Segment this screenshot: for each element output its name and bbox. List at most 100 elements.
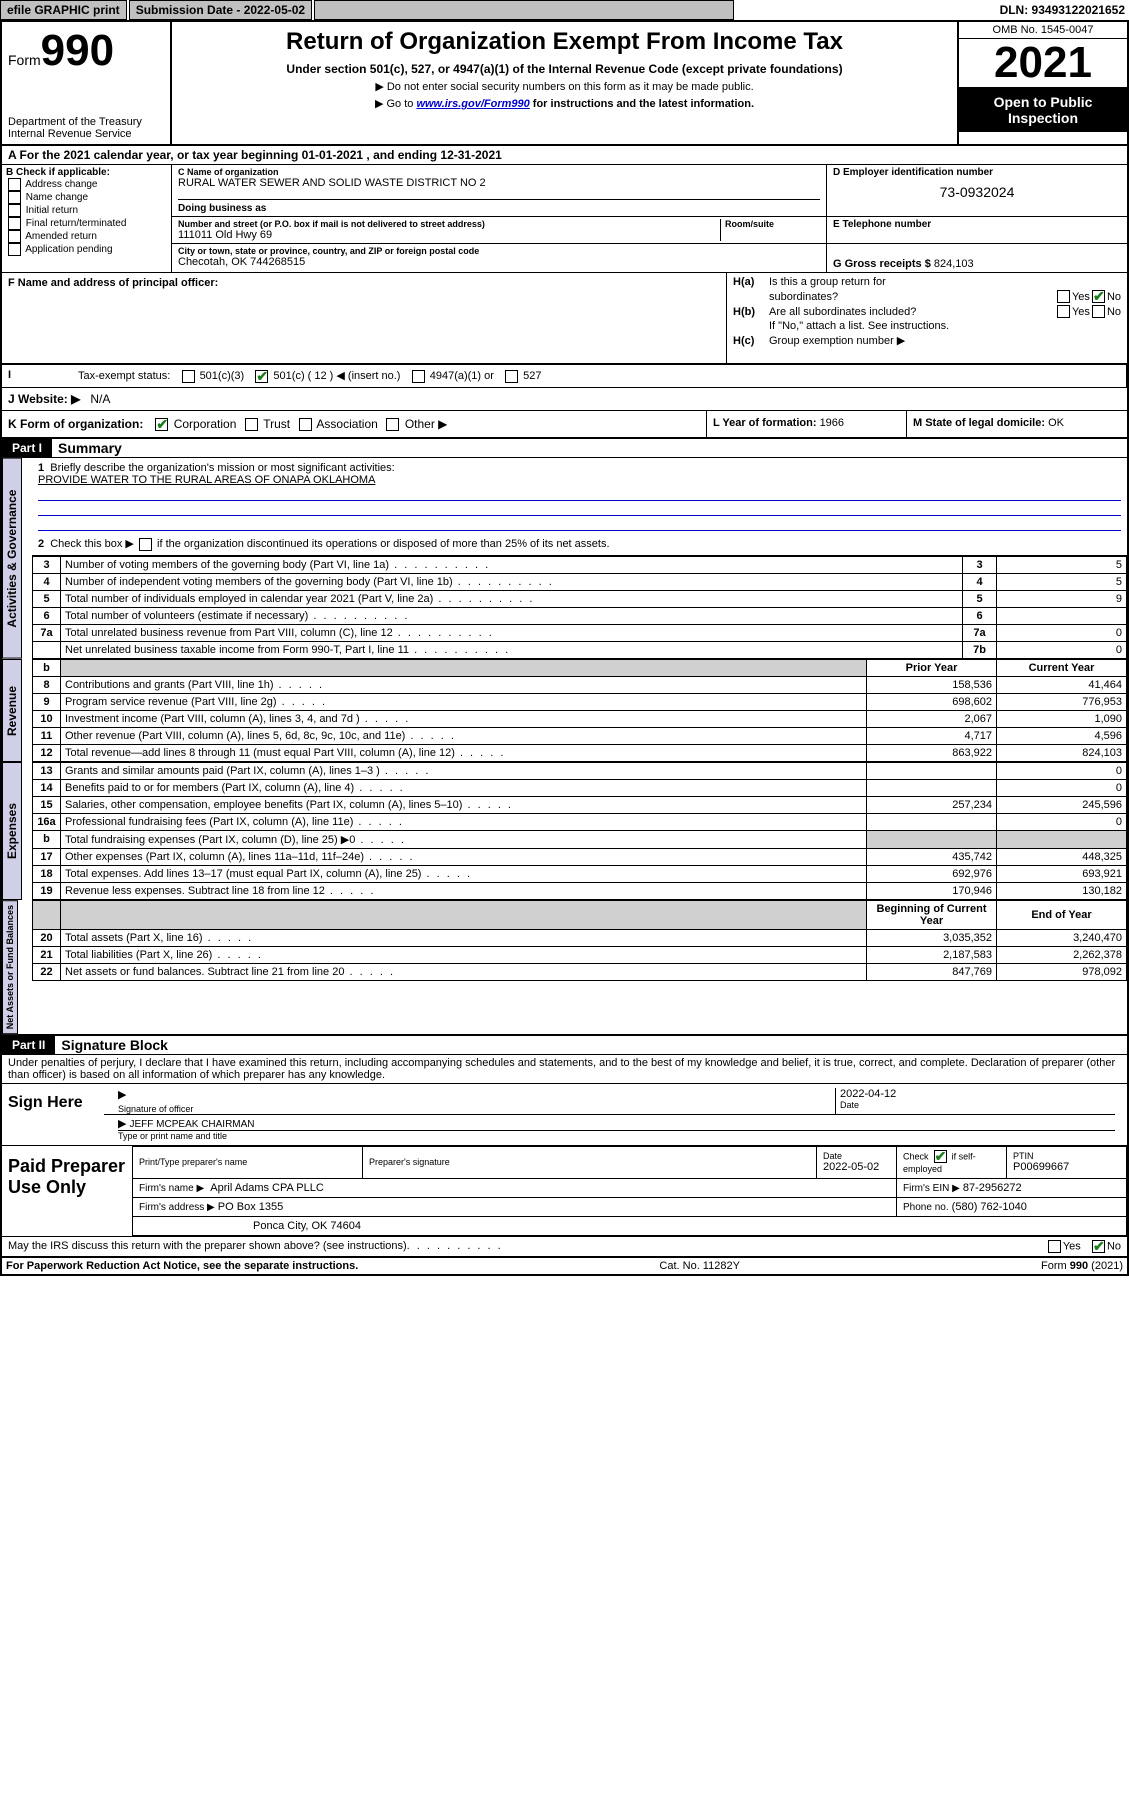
governance-table: 3Number of voting members of the governi… <box>32 556 1127 659</box>
cat-no: Cat. No. 11282Y <box>659 1260 740 1272</box>
firm-phone-lbl: Phone no. <box>903 1202 949 1213</box>
k-other-chk[interactable] <box>386 418 399 431</box>
part-ii-header: Part II Signature Block <box>2 1034 1127 1055</box>
table-row: 11Other revenue (Part VIII, column (A), … <box>33 727 1127 744</box>
irs-link[interactable]: www.irs.gov/Form990 <box>416 98 529 110</box>
vlabel-revenue: Revenue <box>2 659 22 762</box>
box-e: E Telephone number <box>827 217 1127 243</box>
i-501c-chk[interactable] <box>255 370 268 383</box>
efile-btn[interactable]: efile GRAPHIC print <box>0 0 127 20</box>
box-f: F Name and address of principal officer: <box>2 273 727 363</box>
ha-no: No <box>1107 291 1121 303</box>
tax-status-lbl: Tax-exempt status: <box>78 370 170 382</box>
c-name-lbl: C Name of organization <box>178 167 820 177</box>
sig-date: 2022-04-12 <box>840 1088 1115 1100</box>
gross-lbl: G Gross receipts $ <box>833 258 931 270</box>
i-4947-chk[interactable] <box>412 370 425 383</box>
form-num: 990 <box>41 26 114 75</box>
boxb-chk[interactable] <box>8 230 21 243</box>
table-row: 14Benefits paid to or for members (Part … <box>33 779 1127 796</box>
table-row: 20Total assets (Part X, line 16)3,035,35… <box>33 929 1127 946</box>
ptin-lbl: PTIN <box>1013 1151 1120 1161</box>
paid-table: Print/Type preparer's name Preparer's si… <box>132 1146 1127 1236</box>
submission-btn[interactable]: Submission Date - 2022-05-02 <box>129 0 312 20</box>
boxb-chk[interactable] <box>8 204 21 217</box>
q2-chk[interactable] <box>139 538 152 551</box>
ha-no-chk[interactable] <box>1092 290 1105 303</box>
hc-text: Group exemption number ▶ <box>769 334 905 347</box>
period-row: A For the 2021 calendar year, or tax yea… <box>2 146 1127 165</box>
city-value: Checotah, OK 744268515 <box>178 256 820 268</box>
paid-title: Paid Preparer Use Only <box>2 1146 132 1236</box>
mission-text: PROVIDE WATER TO THE RURAL AREAS OF ONAP… <box>38 474 1121 486</box>
table-row: 4Number of independent voting members of… <box>33 573 1127 590</box>
table-row: 13Grants and similar amounts paid (Part … <box>33 762 1127 779</box>
boxb-chk[interactable] <box>8 217 21 230</box>
k-lbl: K Form of organization: <box>8 417 143 431</box>
boxb-chk[interactable] <box>8 191 21 204</box>
i-501c3-chk[interactable] <box>182 370 195 383</box>
goto-pre: ▶ Go to <box>375 98 416 110</box>
self-emp-chk[interactable] <box>934 1150 947 1163</box>
block-fh: F Name and address of principal officer:… <box>2 273 1127 364</box>
k-trust-chk[interactable] <box>245 418 258 431</box>
firm-name: April Adams CPA PLLC <box>210 1182 324 1194</box>
box-h: H(a) Is this a group return for subordin… <box>727 273 1127 363</box>
boxb-chk[interactable] <box>8 178 21 191</box>
sign-here-row: Sign Here ▶ Signature of officer 2022-04… <box>2 1083 1127 1146</box>
form-subtitle: Under section 501(c), 527, or 4947(a)(1)… <box>178 62 951 76</box>
box-i: I Tax-exempt status: 501(c)(3) 501(c) ( … <box>2 365 1127 387</box>
sig-officer-lbl: Signature of officer <box>118 1104 835 1114</box>
ha-yes-chk[interactable] <box>1057 290 1070 303</box>
expenses-section: Expenses 13Grants and similar amounts pa… <box>2 762 1127 900</box>
discuss-no-chk[interactable] <box>1092 1240 1105 1253</box>
i-501c3: 501(c)(3) <box>200 370 245 382</box>
revenue-table: bPrior YearCurrent Year8Contributions an… <box>32 659 1127 762</box>
ein-lbl: D Employer identification number <box>833 167 1121 178</box>
boxb-item: Initial return <box>6 204 167 217</box>
prep-name-lbl: Print/Type preparer's name <box>139 1157 356 1167</box>
k-assoc: Association <box>316 417 377 431</box>
box-b-title: B Check if applicable: <box>6 167 110 178</box>
l-lbl: L Year of formation: <box>713 417 820 429</box>
box-d: D Employer identification number 73-0932… <box>827 165 1127 216</box>
q2-post: if the organization discontinued its ope… <box>157 538 610 550</box>
header-left: Form990 Department of the Treasury Inter… <box>2 22 172 144</box>
form-990-page: Form990 Department of the Treasury Inter… <box>0 20 1129 1276</box>
table-row: 9Program service revenue (Part VIII, lin… <box>33 693 1127 710</box>
boxb-chk[interactable] <box>8 243 21 256</box>
row-j: J Website: ▶ N/A <box>2 388 1127 411</box>
table-row: 6Total number of volunteers (estimate if… <box>33 607 1127 624</box>
table-row: 3Number of voting members of the governi… <box>33 556 1127 573</box>
table-row: 21Total liabilities (Part X, line 26)2,1… <box>33 946 1127 963</box>
sign-here-lbl: Sign Here <box>2 1084 92 1145</box>
boxb-item: Amended return <box>6 230 167 243</box>
discuss-yes-chk[interactable] <box>1048 1240 1061 1253</box>
table-row: 18Total expenses. Add lines 13–17 (must … <box>33 865 1127 882</box>
k-other: Other ▶ <box>405 417 448 431</box>
k-assoc-chk[interactable] <box>299 418 312 431</box>
form-header: Form990 Department of the Treasury Inter… <box>2 22 1127 146</box>
officer-name-lbl: Type or print name and title <box>118 1130 1115 1141</box>
mission-block: 1 Briefly describe the organization's mi… <box>32 458 1127 556</box>
box-g: G Gross receipts $ 824,103 <box>827 244 1127 272</box>
box-c-city: City or town, state or province, country… <box>172 244 827 272</box>
boxb-item: Name change <box>6 191 167 204</box>
q2-pre: Check this box ▶ <box>50 538 134 550</box>
prep-date: 2022-05-02 <box>823 1161 890 1173</box>
discuss-no: No <box>1107 1240 1121 1252</box>
firm-addr-lbl: Firm's address ▶ <box>139 1202 215 1213</box>
part-i-title: Summary <box>52 440 122 456</box>
block-bcde: B Check if applicable: Address change Na… <box>2 165 1127 273</box>
form-word: Form <box>8 52 41 68</box>
i-527-chk[interactable] <box>505 370 518 383</box>
hb-no-chk[interactable] <box>1092 305 1105 318</box>
hb-yes-chk[interactable] <box>1057 305 1070 318</box>
k-corp-chk[interactable] <box>155 418 168 431</box>
period-end: 12-31-2021 <box>440 148 501 162</box>
note-goto: ▶ Go to www.irs.gov/Form990 for instruct… <box>178 97 951 110</box>
part-i-header: Part I Summary <box>2 439 1127 458</box>
boxb-item: Final return/terminated <box>6 217 167 230</box>
i-4947: 4947(a)(1) or <box>430 370 494 382</box>
netassets-table: Beginning of Current YearEnd of Year20To… <box>32 900 1127 981</box>
